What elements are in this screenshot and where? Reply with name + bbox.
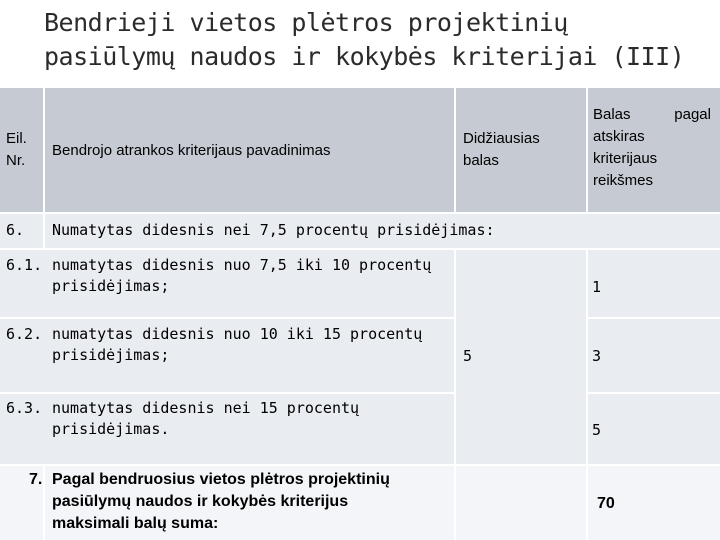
row62-cell [0, 319, 454, 392]
row61-text: numatytas didesnis nuo 7,5 iki 10 procen… [52, 256, 432, 295]
header-nr-cell [0, 88, 43, 212]
row6-text: Numatytas didesnis nei 7,5 procentų pris… [52, 221, 495, 239]
row7-text-cell [45, 466, 454, 540]
row63-cell [0, 394, 454, 464]
row61-nr: 6.1. [6, 256, 43, 274]
header-name-label: Bendrojo atrankos kriterijaus pavadinima… [52, 142, 331, 159]
row6-nr: 6. [6, 221, 25, 239]
row6-nr-cell [0, 214, 43, 248]
row62-text: numatytas didesnis nuo 10 iki 15 procent… [52, 325, 423, 364]
row62-score: 3 [592, 347, 602, 365]
row7-text: Pagal bendruosius vietos plėtros projekt… [52, 471, 390, 532]
max-score-cell [456, 250, 586, 464]
row62-score-cell [588, 319, 720, 392]
row7-total-cell [588, 466, 720, 540]
row62-nr: 6.2. [6, 325, 43, 343]
slide-title-line-2: pasiūlymų naudos ir kokybės kriterijai (… [44, 42, 685, 71]
row63-score: 5 [592, 421, 602, 439]
row7-max-cell [456, 466, 586, 540]
header-score-label: Balas pagal atskiras kriterijaus reikšme… [593, 106, 711, 189]
slide-title: Bendrieji vietos plėtros projektinių pas… [44, 6, 714, 74]
row7-nr-cell [0, 466, 43, 540]
row7-total: 70 [597, 495, 615, 512]
row63-score-cell [588, 394, 720, 464]
row63-text: numatytas didesnis nei 15 procentų prisid… [52, 399, 360, 438]
header-score-cell [588, 88, 720, 212]
header-name-cell [45, 88, 454, 212]
slide-title-line-1: Bendrieji vietos plėtros projektinių [44, 8, 568, 37]
row61-cell [0, 250, 454, 317]
header-nr-label: Eil. Nr. [6, 130, 27, 169]
header-max-cell [456, 88, 586, 212]
row61-score-cell [588, 250, 720, 317]
header-max-label: Didžiausias balas [463, 130, 540, 169]
row61-score: 1 [592, 278, 602, 296]
row7-nr: 7. [29, 471, 43, 488]
row6-text-cell [45, 214, 720, 248]
max-score-value: 5 [463, 347, 473, 365]
row63-nr: 6.3. [6, 399, 43, 417]
